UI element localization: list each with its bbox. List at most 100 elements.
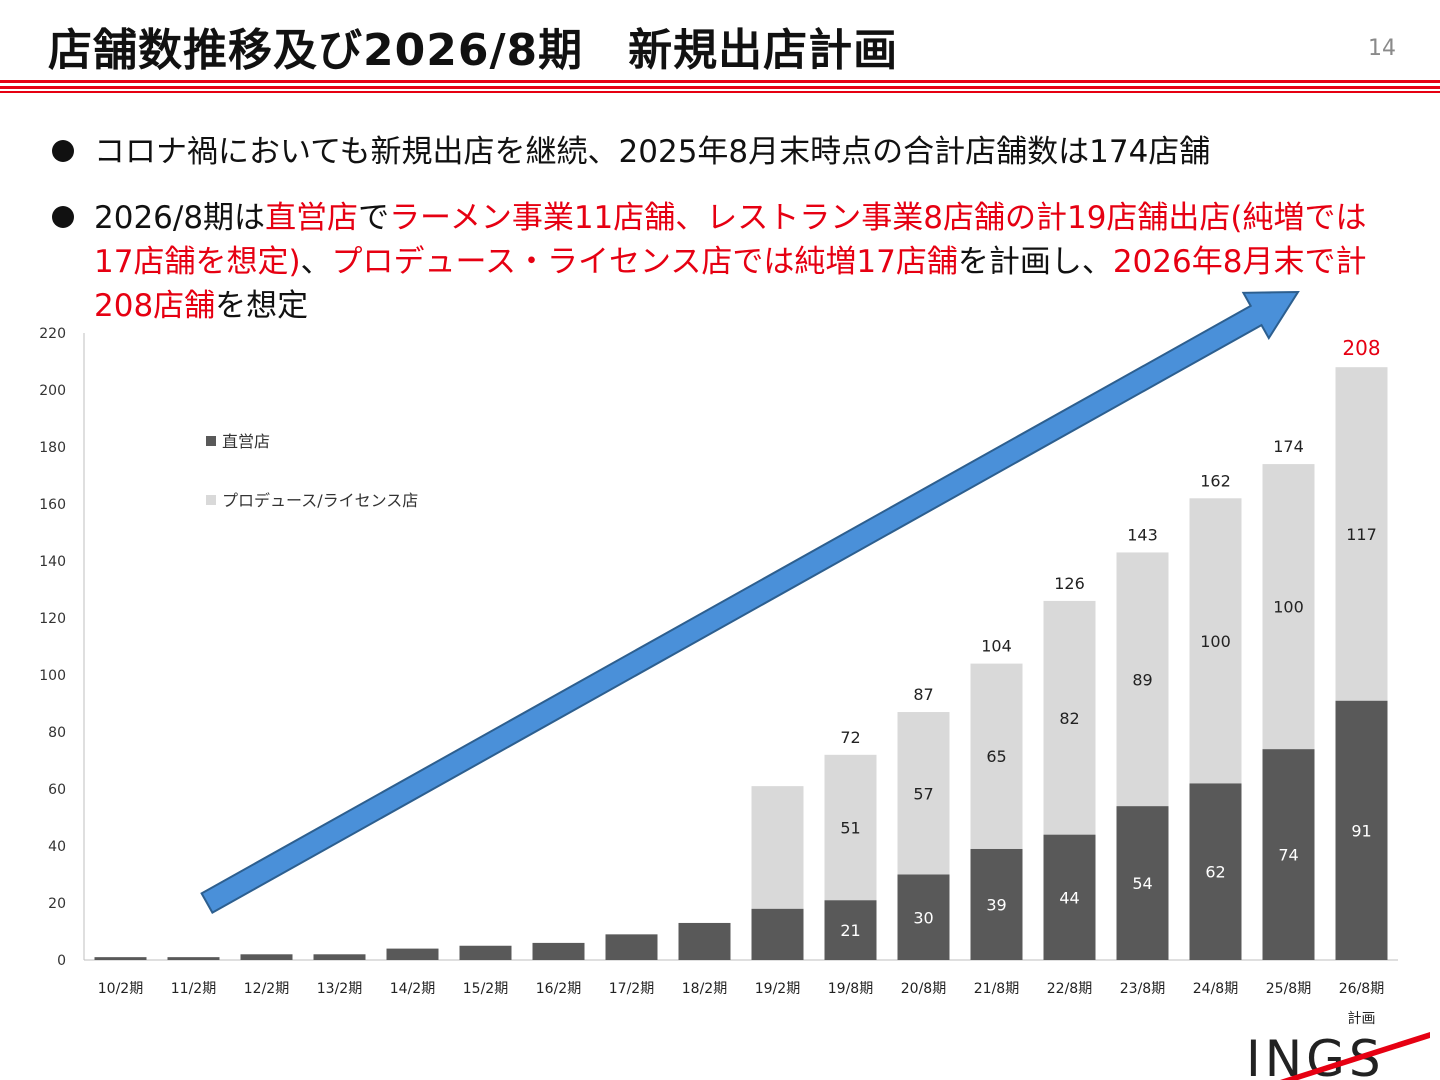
y-tick-label: 60 [48, 782, 66, 798]
y-tick-label: 0 [57, 953, 66, 969]
bullet-segment: 直営店 [265, 200, 359, 236]
data-label-direct: 62 [1205, 863, 1225, 882]
x-tick-label: 23/8期 [1120, 981, 1165, 997]
data-label-total: 72 [840, 728, 860, 747]
x-tick-sublabel: 計画 [1348, 1011, 1376, 1027]
bar-license [897, 712, 950, 875]
data-label-total: 126 [1054, 574, 1085, 593]
bullet-segment: を計画し、 [957, 244, 1113, 280]
page-title: 店舗数推移及び2026/8期 新規出店計画 [48, 25, 899, 76]
y-tick-label: 200 [39, 383, 66, 399]
bar-direct [167, 957, 220, 960]
bar-direct [386, 948, 439, 960]
bar-license [824, 754, 877, 901]
x-tick-label: 25/8期 [1266, 981, 1311, 997]
data-label-license: 65 [986, 747, 1006, 766]
x-tick-label: 20/8期 [901, 981, 946, 997]
bar-license [1262, 464, 1315, 750]
bar-direct [605, 934, 658, 960]
bar-license [751, 786, 804, 909]
x-tick-label: 12/2期 [244, 981, 289, 997]
bullet-segment: コロナ禍においても新規出店を継続、2025年8月末時点の合計店舗数は174店舗 [94, 134, 1211, 170]
header-band [0, 80, 1440, 96]
data-label-license: 100 [1200, 632, 1231, 651]
data-label-license: 100 [1273, 598, 1304, 617]
bar-direct [1189, 783, 1242, 960]
bullet-segment: 、 [300, 244, 332, 280]
x-tick-label: 16/2期 [536, 981, 581, 997]
data-label-direct: 30 [913, 908, 933, 927]
bullet-segment: で [358, 200, 390, 236]
bullet-dot-icon [52, 140, 74, 162]
bullet-segment: 2026年8月末で計208店舗 [94, 244, 1367, 324]
data-label-license: 51 [840, 818, 860, 837]
data-label-total: 104 [981, 637, 1012, 656]
data-label-direct: 21 [840, 921, 860, 940]
bullet-2-text: 2026/8期は直営店でラーメン事業11店舗、レストラン事業8店舗の計19店舗出… [94, 196, 1397, 328]
x-tick-label: 15/2期 [463, 981, 508, 997]
legend-swatch-license [206, 495, 216, 505]
data-label-total: 174 [1273, 437, 1304, 456]
data-label-license: 117 [1346, 525, 1377, 544]
bar-direct [1335, 700, 1388, 960]
x-tick-label: 19/2期 [755, 981, 800, 997]
x-tick-label: 18/2期 [682, 981, 727, 997]
bar-direct [1116, 806, 1169, 960]
store-count-chart: 0 20 40 60 80 100 120 140 160 180 200 220 10/2期 11/2期… [39, 290, 1398, 1027]
y-tick-label: 220 [39, 326, 66, 342]
y-tick-label: 80 [48, 725, 66, 741]
ings-logo: INGS [1246, 1030, 1430, 1080]
logo-swoosh [1280, 1032, 1430, 1080]
bullet-segment: を想定 [215, 288, 309, 324]
bar-direct [678, 922, 731, 960]
x-tick-label: 13/2期 [317, 981, 362, 997]
bar-direct [313, 954, 366, 960]
bar-license [970, 663, 1023, 849]
bar-direct [532, 942, 585, 960]
bar-license [1189, 498, 1242, 784]
bullet-segment: ラーメン事業11店舗、レストラン事業8店舗の計19店舗出店(純増では17店舗を想… [94, 200, 1367, 280]
growth-arrow [200, 290, 1300, 914]
y-tick-label: 40 [48, 839, 66, 855]
data-label-total: 143 [1127, 525, 1158, 544]
data-label-license: 89 [1132, 670, 1152, 689]
legend-swatch-direct [206, 436, 216, 446]
legend-label-license: プロデュース/ライセンス店 [222, 491, 418, 510]
bar-direct [1043, 834, 1096, 960]
data-label-license: 82 [1059, 709, 1079, 728]
data-label-total: 87 [913, 685, 933, 704]
y-tick-label: 140 [39, 554, 66, 570]
legend-label-direct: 直営店 [222, 432, 270, 451]
y-tick-label: 120 [39, 611, 66, 627]
bullet-segment: プロデュース・ライセンス店では純増17店舗 [331, 244, 958, 280]
y-tick-label: 160 [39, 497, 66, 513]
y-tick-label: 20 [48, 896, 66, 912]
y-tick-label: 180 [39, 440, 66, 456]
data-label-direct: 54 [1132, 874, 1152, 893]
x-tick-label: 22/8期 [1047, 981, 1092, 997]
data-label-total: 208 [1342, 336, 1380, 360]
bullet-1-text: コロナ禍においても新規出店を継続、2025年8月末時点の合計店舗数は174店舗 [94, 130, 1210, 174]
bullet-segment: 2026/8期は [94, 200, 266, 236]
bullet-dot-icon [52, 206, 74, 228]
x-tick-label: 26/8期 [1339, 981, 1384, 997]
data-label-total: 162 [1200, 471, 1231, 490]
bar-license [1043, 600, 1096, 835]
bar-direct [94, 957, 147, 960]
bar-direct [240, 954, 293, 960]
bar-direct [897, 874, 950, 960]
bar-direct [1262, 749, 1315, 960]
bullet-2: 2026/8期は直営店でラーメン事業11店舗、レストラン事業8店舗の計19店舗出… [52, 196, 1397, 328]
bar-direct [824, 900, 877, 960]
bar-license [1335, 367, 1388, 701]
data-label-direct: 44 [1059, 888, 1079, 907]
x-tick-label: 17/2期 [609, 981, 654, 997]
page-number: 14 [1368, 36, 1396, 61]
bar-direct [751, 908, 804, 960]
x-tick-label: 21/8期 [974, 981, 1019, 997]
data-label-direct: 74 [1278, 846, 1298, 865]
data-label-direct: 39 [986, 895, 1006, 914]
x-tick-label: 14/2期 [390, 981, 435, 997]
bar-direct [970, 848, 1023, 960]
x-tick-label: 19/8期 [828, 981, 873, 997]
